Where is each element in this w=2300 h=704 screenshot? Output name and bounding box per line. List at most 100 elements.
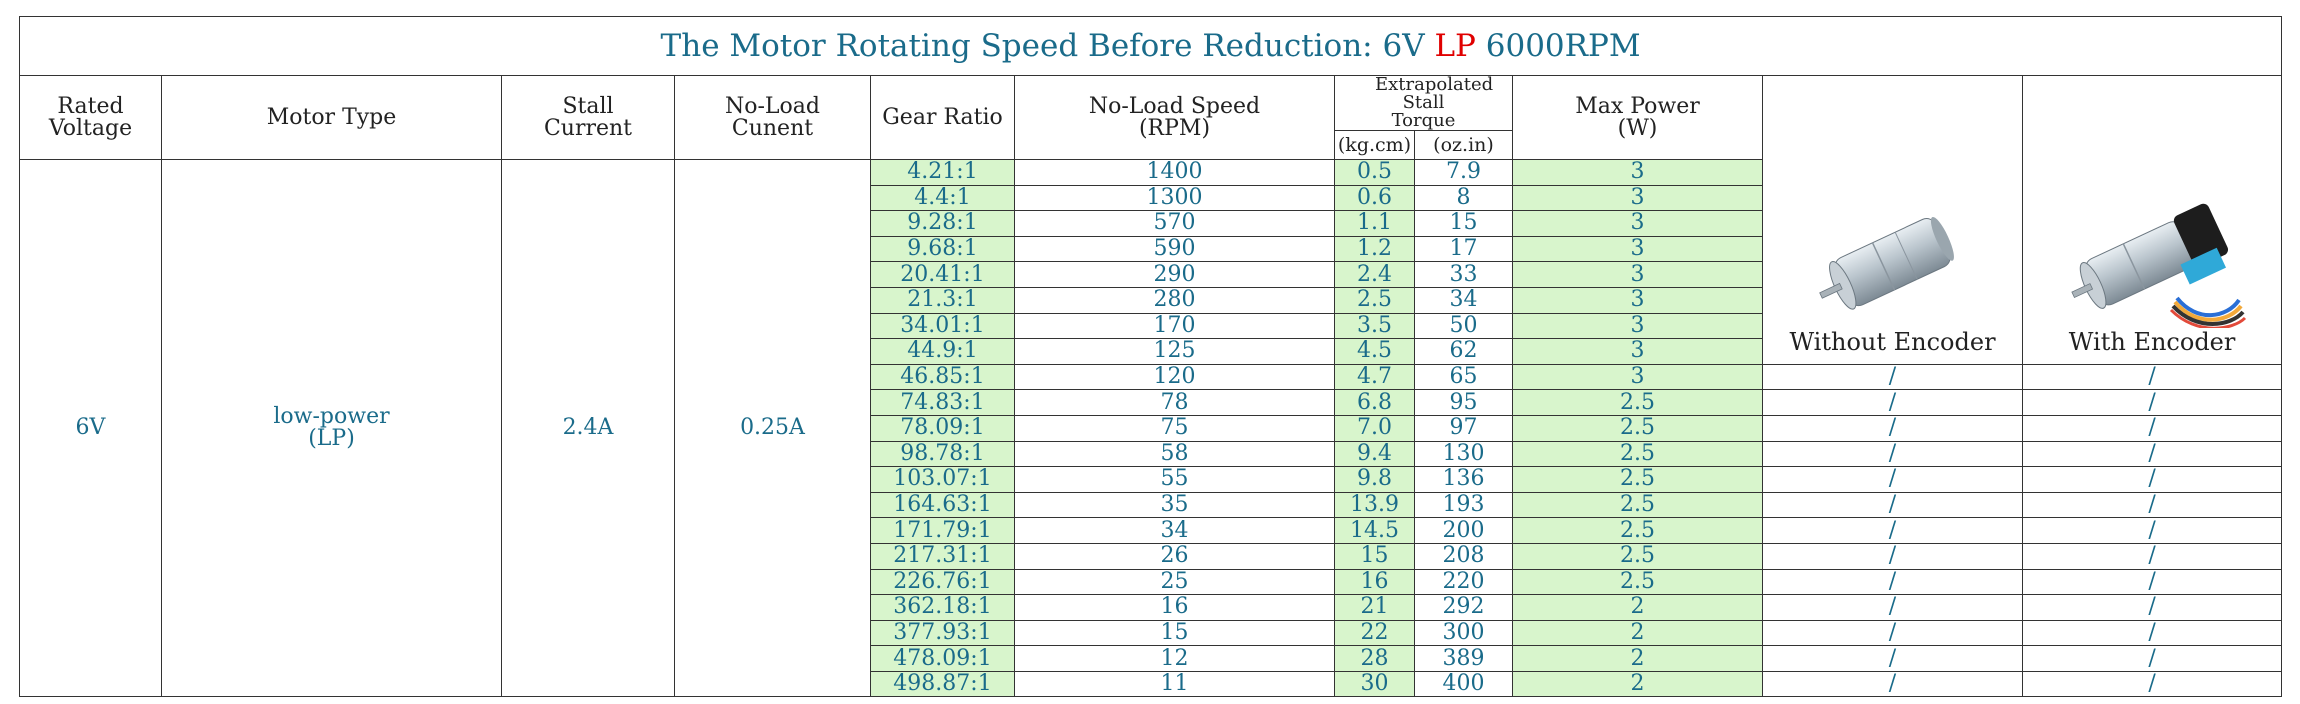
torque-kgcm-cell: 9.8	[1334, 466, 1415, 493]
torque-ozin-cell: 200	[1414, 517, 1513, 544]
with-encoder-value: /	[2021, 517, 2283, 544]
stall-current-value: 2.4A	[501, 158, 675, 698]
max-power-cell: 3	[1512, 363, 1763, 391]
no-load-speed-cell: 55	[1014, 466, 1335, 493]
max-power-cell: 3	[1512, 210, 1763, 237]
motor-type-value: low-power (LP)	[161, 158, 502, 698]
max-power-cell: 2.5	[1512, 414, 1763, 442]
gear-ratio-cell: 217.31:1	[870, 542, 1015, 570]
table-row: 34.01:1 170 3.5 50 3	[20, 312, 2282, 340]
torque-kgcm-cell: 1.2	[1334, 235, 1415, 263]
torque-kgcm-cell: 22	[1334, 619, 1415, 647]
max-power-cell: 2.5	[1512, 542, 1763, 570]
torque-kgcm-cell: 2.4	[1334, 261, 1415, 288]
gear-ratio-cell: 9.28:1	[870, 210, 1015, 237]
gear-ratio-cell: 103.07:1	[870, 466, 1015, 493]
with-encoder-value: /	[2021, 466, 2283, 493]
no-load-speed-cell: 590	[1014, 235, 1335, 263]
title-lp-highlight: LP	[1434, 28, 1476, 64]
torque-kgcm-cell: 2.5	[1334, 286, 1415, 314]
motor-without-encoder-image	[1818, 216, 1954, 310]
max-power-cell: 3	[1512, 312, 1763, 340]
max-power-cell: 3	[1512, 338, 1763, 365]
max-power-cell: 2	[1512, 619, 1763, 647]
max-power-cell: 2.5	[1512, 491, 1763, 519]
torque-kgcm-cell: 28	[1334, 645, 1415, 672]
torque-ozin-cell: 97	[1414, 414, 1513, 442]
gear-ratio-cell: 21.3:1	[870, 286, 1015, 314]
gear-ratio-cell: 9.68:1	[870, 235, 1015, 263]
with-encoder-cell: With Encoder	[2021, 75, 2283, 365]
gear-ratio-cell: 98.78:1	[870, 440, 1015, 468]
torque-ozin-cell: 95	[1414, 389, 1513, 416]
torque-kgcm-cell: 13.9	[1334, 491, 1415, 519]
spec-table-container: The Motor Rotating Speed Before Reductio…	[18, 16, 2283, 698]
gear-ratio-cell: 226.76:1	[870, 568, 1015, 596]
max-power-cell: 3	[1512, 235, 1763, 263]
with-encoder-caption: With Encoder	[2068, 327, 2236, 356]
torque-kgcm-cell: 1.1	[1334, 210, 1415, 237]
no-load-speed-cell: 570	[1014, 210, 1335, 237]
torque-kgcm-cell: 21	[1334, 594, 1415, 621]
table-row: 44.9:1 125 4.5 62 3	[20, 338, 2282, 365]
with-encoder-value: /	[2021, 594, 2283, 621]
title-rpm-text: 6000RPM	[1475, 28, 1641, 64]
table-row: 226.76:1 25 16 220 2.5//	[20, 568, 2283, 596]
torque-kgcm-cell: 9.4	[1334, 440, 1415, 468]
with-encoder-value: /	[2021, 619, 2283, 647]
with-encoder-value: /	[2021, 568, 2283, 596]
table-row: 98.78:1 58 9.4 130 2.5//	[20, 440, 2283, 468]
max-power-cell: 2.5	[1512, 568, 1763, 596]
torque-ozin-cell: 17	[1414, 235, 1513, 263]
gear-ratio-cell: 34.01:1	[870, 312, 1015, 340]
gear-ratio-cell: 20.41:1	[870, 261, 1015, 288]
table-row: 74.83:1 78 6.8 95 2.5//	[20, 389, 2283, 416]
torque-ozin-cell: 62	[1414, 338, 1513, 365]
torque-ozin-cell: 220	[1414, 568, 1513, 596]
with-encoder-value: /	[2021, 440, 2283, 468]
torque-ozin-cell: 300	[1414, 619, 1513, 647]
without-encoder-value: /	[1762, 466, 2023, 493]
with-encoder-value: /	[2021, 645, 2283, 672]
with-encoder-value: /	[2021, 363, 2283, 391]
without-encoder-value: /	[1762, 619, 2023, 647]
table-row: 498.87:1 11 30 400 2//	[20, 670, 2283, 698]
no-load-speed-cell: 26	[1014, 542, 1335, 570]
no-load-speed-cell: 125	[1014, 338, 1335, 365]
no-load-speed-cell: 58	[1014, 440, 1335, 468]
torque-ozin-cell: 400	[1414, 670, 1513, 698]
gear-ratio-cell: 44.9:1	[870, 338, 1015, 365]
torque-ozin-cell: 7.9	[1414, 159, 1513, 186]
header-no-load-speed-label: No-Load Speed	[1088, 93, 1261, 119]
no-load-speed-cell: 34	[1014, 517, 1335, 544]
gear-ratio-cell: 362.18:1	[870, 594, 1015, 621]
torque-ozin-cell: 292	[1414, 594, 1513, 621]
without-encoder-value: /	[1762, 645, 2023, 672]
no-load-speed-cell: 35	[1014, 491, 1335, 519]
no-load-speed-cell: 78	[1014, 389, 1335, 416]
rated-voltage-value: 6V	[19, 158, 162, 698]
header-stall-current: Stall Current	[501, 75, 675, 160]
motor-type-line2: (LP)	[308, 426, 355, 452]
no-load-current-value: 0.25A	[674, 158, 871, 698]
without-encoder-value: /	[1762, 517, 2023, 544]
torque-kgcm-cell: 4.5	[1334, 338, 1415, 365]
table-row: 78.09:1 75 7.0 97 2.5//	[20, 414, 2283, 442]
no-load-speed-cell: 15	[1014, 619, 1335, 647]
no-load-speed-cell: 16	[1014, 594, 1335, 621]
torque-kgcm-cell: 0.5	[1334, 159, 1415, 186]
max-power-cell: 2.5	[1512, 440, 1763, 468]
max-power-cell: 2.5	[1512, 466, 1763, 493]
torque-kgcm-cell: 6.8	[1334, 389, 1415, 416]
max-power-cell: 3	[1512, 184, 1763, 212]
gear-ratio-cell: 4.21:1	[870, 159, 1015, 186]
no-load-speed-cell: 290	[1014, 261, 1335, 288]
max-power-cell: 3	[1512, 159, 1763, 186]
no-load-speed-cell: 280	[1014, 286, 1335, 314]
max-power-cell: 2.5	[1512, 389, 1763, 416]
no-load-speed-cell: 75	[1014, 414, 1335, 442]
header-no-load-speed-unit: (RPM)	[1138, 115, 1211, 141]
with-encoder-value: /	[2021, 670, 2283, 698]
torque-ozin-cell: 34	[1414, 286, 1513, 314]
torque-kgcm-cell: 7.0	[1334, 414, 1415, 442]
